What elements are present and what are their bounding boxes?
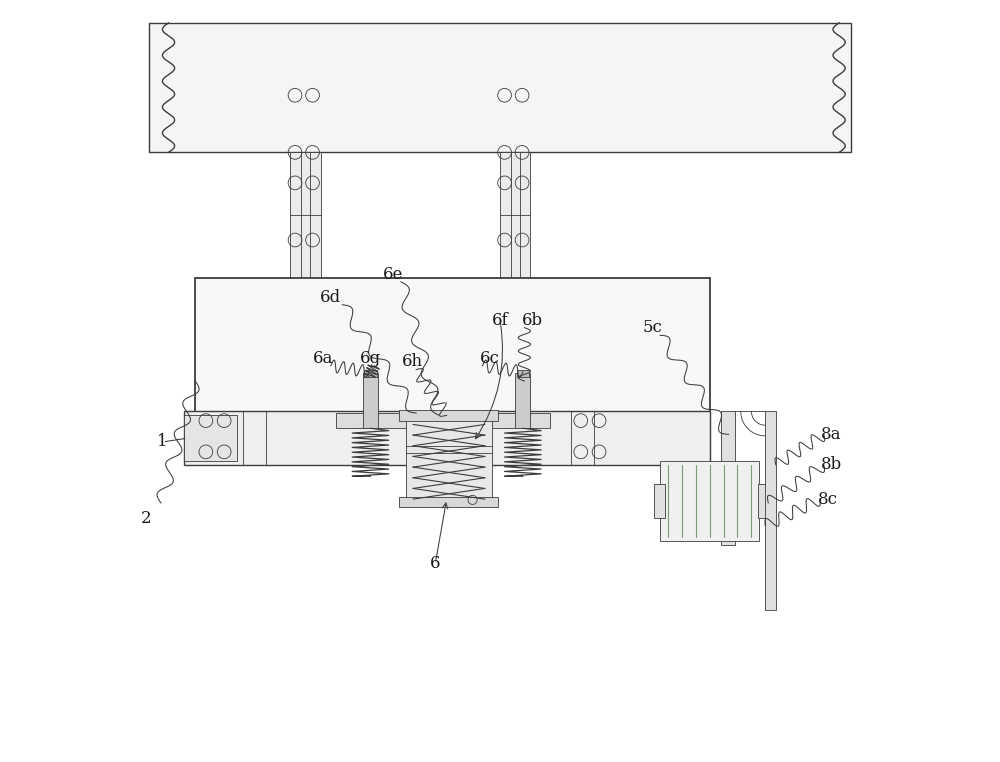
Bar xyxy=(399,497,498,507)
Bar xyxy=(195,278,710,427)
Bar xyxy=(515,373,530,428)
Text: 6e: 6e xyxy=(383,266,404,283)
Text: 6h: 6h xyxy=(402,354,423,370)
Bar xyxy=(660,461,759,541)
Text: 6b: 6b xyxy=(521,312,543,328)
Bar xyxy=(406,413,492,503)
Text: 6d: 6d xyxy=(320,289,341,306)
Bar xyxy=(184,415,237,461)
Bar xyxy=(654,484,665,518)
Text: 6: 6 xyxy=(430,555,440,572)
Bar xyxy=(149,23,851,152)
Text: 8c: 8c xyxy=(818,491,838,507)
Bar xyxy=(336,413,550,428)
Bar xyxy=(363,373,378,428)
Text: 6c: 6c xyxy=(480,350,500,367)
Bar xyxy=(500,152,530,278)
Text: 5c: 5c xyxy=(642,319,662,336)
Bar xyxy=(517,370,529,377)
Text: 6a: 6a xyxy=(313,350,333,367)
Bar xyxy=(765,411,776,610)
Text: 8a: 8a xyxy=(821,426,842,443)
Text: 6f: 6f xyxy=(492,312,508,328)
Bar xyxy=(184,411,710,465)
Text: 6g: 6g xyxy=(360,350,381,367)
Bar xyxy=(399,410,498,421)
Text: 2: 2 xyxy=(140,510,151,527)
Bar xyxy=(758,484,768,518)
Bar xyxy=(721,411,735,545)
Bar xyxy=(364,370,377,377)
Text: 1: 1 xyxy=(157,434,168,450)
Bar xyxy=(290,152,321,278)
Text: 8b: 8b xyxy=(821,456,842,473)
